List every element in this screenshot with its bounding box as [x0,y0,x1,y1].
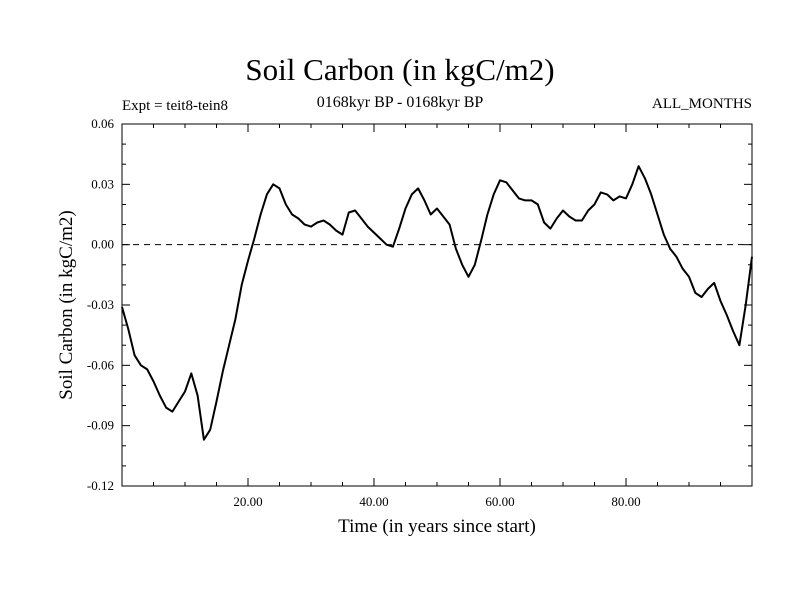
chart-title: Soil Carbon (in kgC/m2) [245,52,555,87]
x-tick-labels: 20.00 40.00 60.00 80.00 [233,494,640,509]
y-tick-label: -0.03 [87,297,114,312]
months-annotation: ALL_MONTHS [652,96,752,112]
y-tick-label: 0.03 [91,176,114,191]
x-axis-label: Time (in years since start) [338,516,536,537]
y-tick-labels: -0.12 -0.09 -0.06 -0.03 0.00 0.03 0.06 [87,116,115,493]
x-tick-label: 80.00 [611,494,640,509]
y-tick-label: -0.09 [87,418,114,433]
x-tick-label: 20.00 [233,494,262,509]
experiment-annotation: Expt = teit8-tein8 [122,98,228,114]
chart-subtitle: 0168kyr BP - 0168kyr BP [316,94,484,111]
y-tick-label: 0.06 [91,116,114,131]
y-tick-label: -0.12 [87,478,114,493]
y-tick-label: 0.00 [91,237,114,252]
x-tick-label: 40.00 [359,494,388,509]
axis-ticks [122,123,752,487]
y-tick-label: -0.06 [87,357,115,372]
plot-frame [121,123,753,487]
y-axis-label: Soil Carbon (in kgC/m2) [56,210,77,399]
series-line-soil-carbon [121,165,753,441]
x-tick-label: 60.00 [485,494,514,509]
